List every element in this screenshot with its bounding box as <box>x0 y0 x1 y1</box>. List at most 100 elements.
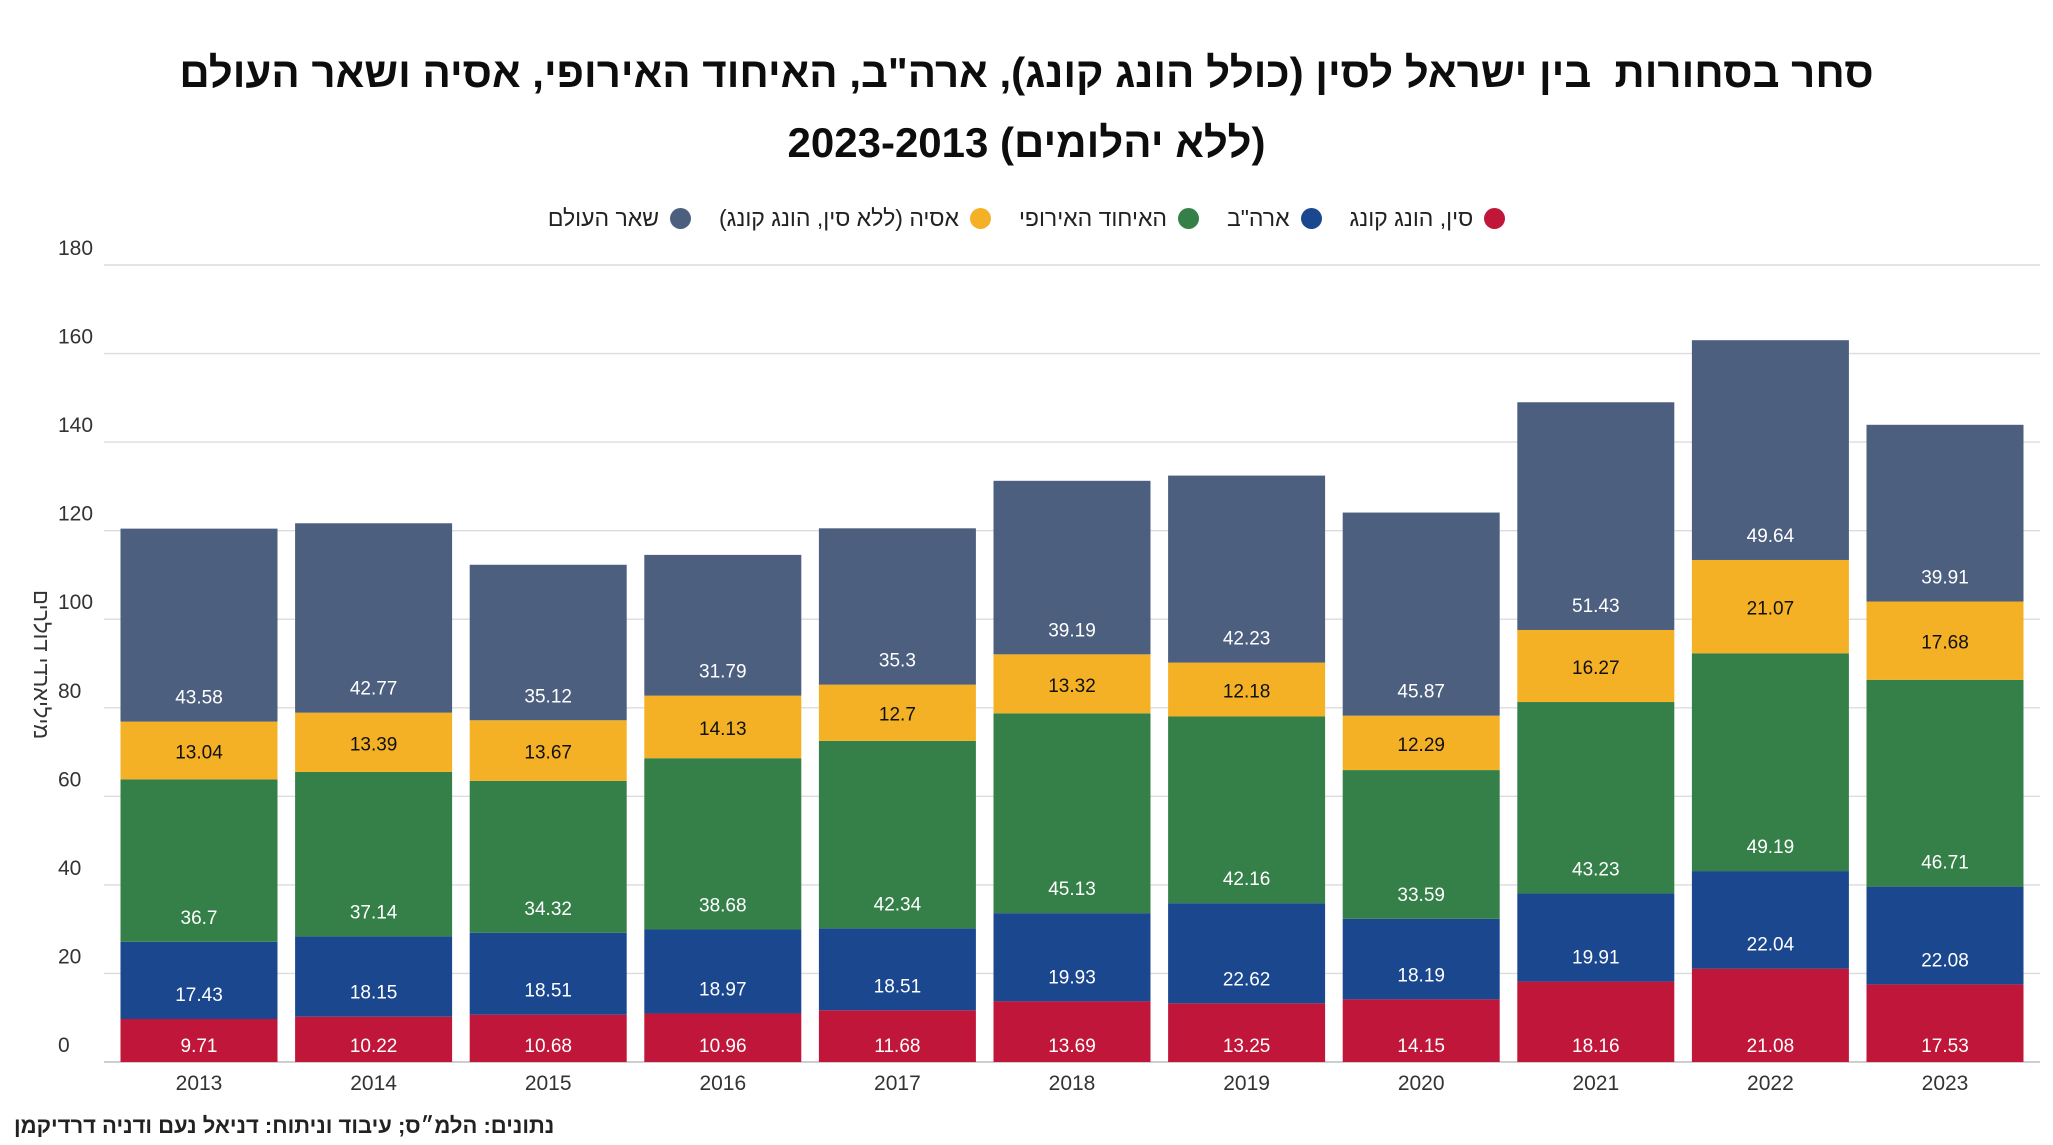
bar-segment-eu <box>993 713 1151 914</box>
x-tick-label: 2021 <box>1572 1072 1619 1095</box>
bar-segment-rest <box>295 523 453 713</box>
data-label-eu: 34.32 <box>524 899 572 920</box>
bar-segment-rest <box>1168 475 1326 663</box>
data-label-asia: 14.13 <box>699 719 747 740</box>
data-label-china: 13.69 <box>1048 1036 1096 1057</box>
data-label-usa: 22.08 <box>1921 950 1969 971</box>
bar-segment-usa <box>818 928 976 1011</box>
bar-segment-usa <box>1866 886 2024 985</box>
data-label-rest: 35.3 <box>879 651 916 672</box>
legend-label-rest: שאר העולם <box>547 205 659 231</box>
bar-segment-rest <box>469 564 627 721</box>
data-label-china: 10.22 <box>350 1036 398 1057</box>
bar-segment-eu <box>818 740 976 929</box>
data-label-asia: 13.67 <box>524 743 572 764</box>
chart-legend: סין, הונג קונג ארה"ב האיחוד האירופי אסיה… <box>0 205 2053 232</box>
data-label-china: 21.08 <box>1747 1036 1795 1057</box>
bar-segment-china <box>993 1001 1151 1062</box>
x-tick-label: 2023 <box>1922 1072 1969 1095</box>
bar-segment-asia <box>1168 662 1326 717</box>
data-label-asia: 13.32 <box>1048 676 1096 697</box>
bar-segment-china <box>120 1019 278 1062</box>
bar-segment-asia <box>1342 715 1500 771</box>
y-tick-label: 40 <box>58 857 81 880</box>
x-tick-label: 2022 <box>1747 1072 1794 1095</box>
source-note: נתונים: הלמ״ס; עיבוד וניתוח: דניאל נעם ו… <box>14 1113 555 1138</box>
data-label-eu: 42.34 <box>874 894 922 915</box>
data-label-rest: 45.87 <box>1397 682 1445 703</box>
data-label-china: 13.25 <box>1223 1036 1271 1057</box>
bar-segment-rest <box>1342 512 1500 716</box>
data-label-china: 10.96 <box>699 1036 747 1057</box>
y-tick-label: 100 <box>58 591 93 614</box>
data-label-usa: 18.51 <box>524 981 572 1002</box>
bar-segment-rest <box>993 480 1151 655</box>
bar-segment-china <box>644 1013 802 1062</box>
data-label-asia: 12.18 <box>1223 682 1271 703</box>
bar-segment-asia <box>295 712 453 772</box>
data-label-china: 10.68 <box>524 1036 572 1057</box>
data-label-rest: 42.77 <box>350 679 398 700</box>
bar-segment-china <box>1168 1003 1326 1062</box>
data-label-rest: 39.19 <box>1048 620 1096 641</box>
bar-segment-china <box>1866 984 2024 1062</box>
legend-item-china: סין, הונג קונג <box>1350 205 1506 232</box>
bar-segment-china <box>1691 968 1849 1062</box>
bar-segment-usa <box>1342 918 1500 1000</box>
bar-segment-eu <box>1866 679 2024 887</box>
bar-segment-eu <box>1342 770 1500 919</box>
data-label-rest: 51.43 <box>1572 596 1620 617</box>
bar-segment-eu <box>1168 716 1326 904</box>
bar-segment-asia <box>818 684 976 741</box>
bar-segment-eu <box>469 780 627 933</box>
bar-segment-usa <box>644 929 802 1014</box>
bar-segment-eu <box>120 779 278 942</box>
data-label-usa: 22.62 <box>1223 969 1271 990</box>
data-label-usa: 19.93 <box>1048 967 1096 988</box>
data-label-usa: 22.04 <box>1747 935 1795 956</box>
data-label-usa: 18.97 <box>699 979 747 1000</box>
legend-item-usa: ארה"ב <box>1227 205 1322 232</box>
bar-segment-usa <box>1168 903 1326 1004</box>
legend-label-china: סין, הונג קונג <box>1349 205 1474 231</box>
data-label-eu: 45.13 <box>1048 879 1096 900</box>
data-label-eu: 33.59 <box>1397 885 1445 906</box>
y-tick-label: 140 <box>58 414 93 437</box>
y-tick-label: 0 <box>58 1034 70 1057</box>
data-label-rest: 43.58 <box>175 688 223 709</box>
data-label-rest: 35.12 <box>524 686 572 707</box>
chart-title-line-1: סחר בסחורות בין ישראל לסין (כולל הונג קו… <box>179 49 1874 96</box>
data-label-china: 11.68 <box>874 1036 920 1057</box>
legend-swatch-eu <box>1177 208 1199 229</box>
chart-title: סחר בסחורות בין ישראל לסין (כולל הונג קו… <box>0 38 2053 178</box>
bar-segment-asia <box>469 720 627 781</box>
data-label-eu: 38.68 <box>699 895 747 916</box>
data-label-eu: 46.71 <box>1921 853 1969 874</box>
data-label-asia: 13.39 <box>350 734 398 755</box>
bar-segment-eu <box>1691 653 1849 872</box>
data-label-china: 17.53 <box>1921 1036 1969 1057</box>
y-tick-label: 60 <box>58 768 81 791</box>
bar-segment-china <box>818 1010 976 1062</box>
data-label-asia: 12.29 <box>1397 735 1445 756</box>
data-label-rest: 49.64 <box>1747 526 1795 547</box>
x-tick-label: 2017 <box>874 1072 921 1095</box>
legend-label-usa: ארה"ב <box>1226 205 1290 231</box>
bar-segment-asia <box>1866 601 2024 680</box>
legend-swatch-asia <box>969 208 991 229</box>
data-label-rest: 42.23 <box>1223 629 1271 650</box>
legend-item-asia: אסיה (ללא סין, הונג קונג) <box>719 205 991 232</box>
x-tick-label: 2018 <box>1049 1072 1096 1095</box>
legend-swatch-usa <box>1300 208 1322 229</box>
data-label-asia: 13.04 <box>175 742 223 763</box>
bar-segment-rest <box>120 528 278 722</box>
x-tick-label: 2019 <box>1223 1072 1270 1095</box>
data-label-eu: 49.19 <box>1747 837 1795 858</box>
legend-item-rest: שאר העולם <box>548 205 691 232</box>
y-tick-label: 160 <box>58 326 93 349</box>
bar-segment-usa <box>295 936 453 1017</box>
data-label-asia: 12.7 <box>879 705 916 726</box>
data-label-china: 14.15 <box>1397 1036 1445 1057</box>
bar-segment-eu <box>295 771 453 937</box>
